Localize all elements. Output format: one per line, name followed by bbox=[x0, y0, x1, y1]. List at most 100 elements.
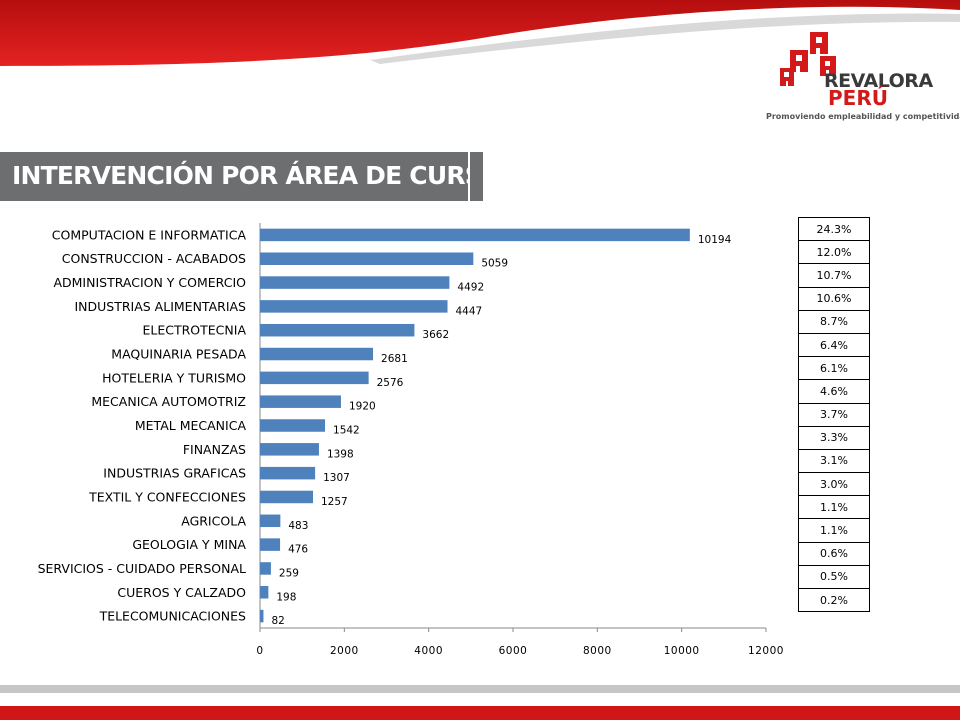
category-label: TEXTIL Y CONFECCIONES bbox=[88, 489, 246, 504]
percentage-cell: 0.2% bbox=[798, 587, 870, 613]
table-row: 3.3% bbox=[798, 425, 870, 450]
percentage-cell: 24.3% bbox=[798, 216, 870, 242]
table-row: 0.6% bbox=[798, 541, 870, 566]
x-tick-label: 2000 bbox=[330, 645, 359, 657]
category-label: COMPUTACION E INFORMATICA bbox=[52, 227, 247, 242]
table-row: 0.2% bbox=[798, 587, 870, 613]
percentage-cell: 1.1% bbox=[798, 518, 870, 543]
data-label: 5059 bbox=[481, 258, 508, 270]
title-tab bbox=[470, 152, 483, 201]
bar bbox=[260, 300, 448, 313]
footer-red-band bbox=[0, 706, 960, 720]
percentage-cell: 10.6% bbox=[798, 286, 870, 311]
x-tick-label: 12000 bbox=[748, 645, 784, 657]
category-label: MECANICA AUTOMOTRIZ bbox=[91, 394, 246, 409]
data-label: 476 bbox=[288, 544, 308, 556]
percentage-cell: 3.1% bbox=[798, 448, 870, 474]
table-row: 1.1% bbox=[798, 495, 870, 520]
x-tick-label: 10000 bbox=[664, 645, 700, 657]
table-row: 4.6% bbox=[798, 379, 870, 404]
category-label: CUEROS Y CALZADO bbox=[117, 585, 246, 600]
category-label: FINANZAS bbox=[183, 442, 246, 457]
x-tick-label: 6000 bbox=[499, 645, 528, 657]
category-label: ADMINISTRACION Y COMERCIO bbox=[53, 275, 246, 290]
table-row: 3.0% bbox=[798, 472, 870, 497]
data-label: 1920 bbox=[349, 401, 376, 413]
bar bbox=[260, 562, 271, 575]
bar bbox=[260, 490, 314, 504]
category-label: TELECOMUNICACIONES bbox=[99, 609, 246, 624]
bar bbox=[260, 371, 369, 385]
bar bbox=[260, 323, 415, 337]
data-label: 259 bbox=[279, 567, 299, 579]
category-label: INDUSTRIAS GRAFICAS bbox=[103, 466, 246, 481]
table-row: 10.7% bbox=[798, 263, 870, 288]
percentage-cell: 12.0% bbox=[798, 240, 870, 265]
category-label: ELECTROTECNIA bbox=[143, 323, 247, 338]
percentage-cell: 0.5% bbox=[798, 564, 870, 590]
bar bbox=[260, 609, 264, 623]
data-label: 4492 bbox=[457, 282, 484, 294]
table-row: 0.5% bbox=[798, 564, 870, 590]
title-bar: INTERVENCIÓN POR ÁREA DE CURSO bbox=[0, 152, 503, 201]
percentage-cell: 3.0% bbox=[798, 472, 870, 497]
percentage-cell: 6.4% bbox=[798, 332, 870, 358]
table-row: 10.6% bbox=[798, 286, 870, 311]
bar-chart: COMPUTACION E INFORMATICA 10194 CONSTRUCCI… bbox=[38, 223, 784, 657]
bar bbox=[260, 586, 269, 599]
bar bbox=[260, 252, 474, 265]
data-label: 1257 bbox=[321, 496, 348, 508]
x-tick-label: 0 bbox=[256, 645, 263, 657]
data-label: 82 bbox=[271, 615, 284, 627]
header-band bbox=[0, 0, 960, 66]
data-label: 483 bbox=[288, 520, 308, 532]
bar bbox=[260, 514, 281, 528]
table-row: 24.3% bbox=[798, 216, 870, 242]
percentage-cell: 4.6% bbox=[798, 379, 870, 404]
table-row: 3.1% bbox=[798, 448, 870, 474]
page-title: INTERVENCIÓN POR ÁREA DE CURSO bbox=[12, 161, 503, 190]
data-label: 10194 bbox=[698, 234, 732, 246]
bar bbox=[260, 538, 281, 551]
data-label: 1542 bbox=[333, 425, 360, 437]
percentage-table: 24.3% 12.0% 10.7% 10.6% 8.7% 6.4% 6.1% 4.6% 3.7%… bbox=[798, 216, 870, 613]
category-label: HOTELERIA Y TURISMO bbox=[102, 370, 246, 385]
x-tick-label: 8000 bbox=[583, 645, 612, 657]
bar bbox=[260, 276, 450, 289]
percentage-cell: 1.1% bbox=[798, 495, 870, 520]
data-label: 4447 bbox=[456, 305, 483, 317]
table-row: 6.1% bbox=[798, 356, 870, 381]
percentage-cell: 3.3% bbox=[798, 425, 870, 450]
footer-grey-band bbox=[0, 685, 960, 693]
percentage-cell: 0.6% bbox=[798, 541, 870, 566]
percentage-cell: 3.7% bbox=[798, 402, 870, 427]
logo-mark-icon bbox=[780, 32, 836, 86]
percentage-cell: 10.7% bbox=[798, 263, 870, 288]
x-tick-label: 4000 bbox=[414, 645, 443, 657]
category-label: INDUSTRIAS ALIMENTARIAS bbox=[74, 299, 246, 314]
percentage-cell: 6.1% bbox=[798, 356, 870, 381]
category-label: CONSTRUCCION - ACABADOS bbox=[62, 251, 246, 266]
category-label: METAL MECANICA bbox=[135, 418, 247, 433]
category-label: SERVICIOS - CUIDADO PERSONAL bbox=[38, 561, 246, 576]
table-row: 6.4% bbox=[798, 332, 870, 358]
data-label: 2576 bbox=[377, 377, 404, 389]
logo-country: PERÚ bbox=[828, 86, 888, 110]
tagline: Promoviendo empleabilidad y competitivid… bbox=[766, 112, 960, 121]
data-label: 3662 bbox=[422, 329, 449, 341]
bar bbox=[260, 228, 690, 242]
logo-wordmark: REVALORA bbox=[824, 70, 933, 92]
bar bbox=[260, 443, 319, 456]
table-row: 8.7% bbox=[798, 309, 870, 334]
bar bbox=[260, 466, 316, 480]
data-label: 2681 bbox=[381, 353, 408, 365]
bar bbox=[260, 419, 326, 432]
revalora-peru-logo: REVALORA PERÚ bbox=[780, 30, 950, 125]
data-label: 1398 bbox=[327, 448, 354, 460]
table-row: 12.0% bbox=[798, 240, 870, 265]
bar bbox=[260, 347, 374, 361]
data-label: 1307 bbox=[323, 472, 350, 484]
table-row: 1.1% bbox=[798, 518, 870, 543]
category-label: GEOLOGIA Y MINA bbox=[132, 537, 246, 552]
data-label: 198 bbox=[276, 591, 296, 603]
